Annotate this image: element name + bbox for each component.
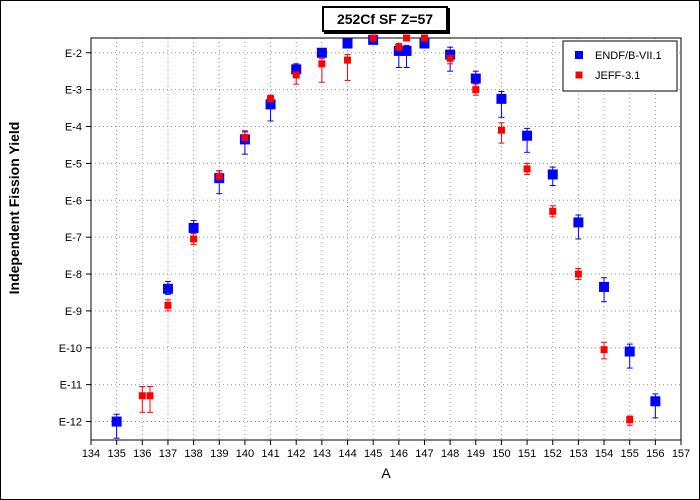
endf-point bbox=[650, 396, 661, 407]
endf-point bbox=[342, 38, 353, 49]
jeff-point bbox=[446, 54, 454, 62]
x-tick-label: 137 bbox=[159, 448, 177, 460]
x-tick-label: 135 bbox=[107, 448, 125, 460]
jeff-point bbox=[395, 43, 403, 51]
jeff-point bbox=[600, 346, 608, 354]
jeff-point bbox=[292, 71, 300, 79]
jeff-point bbox=[420, 34, 428, 42]
jeff-point bbox=[318, 60, 326, 68]
jeff-point bbox=[497, 126, 505, 134]
y-axis-label: Independent Fission Yield bbox=[6, 121, 22, 295]
endf-point bbox=[316, 47, 327, 58]
legend-box bbox=[562, 40, 678, 92]
x-tick-label: 141 bbox=[261, 448, 279, 460]
y-tick-label: E-9 bbox=[65, 306, 82, 318]
jeff-point bbox=[138, 392, 146, 400]
x-tick-label: 150 bbox=[492, 448, 510, 460]
chart-title-box: 252Cf SF Z=57 bbox=[322, 6, 448, 32]
endf-point bbox=[393, 45, 404, 56]
endf-point bbox=[111, 416, 122, 427]
y-tick-label: E-8 bbox=[65, 269, 82, 281]
x-tick-label: 155 bbox=[621, 448, 639, 460]
axes: 134 135 136 137 138 139 140 141 142 143 144 145 146 1… bbox=[59, 48, 690, 460]
jeff-point bbox=[164, 301, 172, 309]
jeff-point bbox=[215, 172, 223, 180]
endf-point bbox=[291, 64, 302, 75]
jeff-point bbox=[267, 95, 275, 103]
y-tick-label: E-5 bbox=[65, 158, 82, 170]
y-tick-label: E-3 bbox=[65, 85, 82, 97]
jeff-point bbox=[190, 235, 198, 243]
y-tick-label: E-12 bbox=[59, 417, 82, 429]
legend-label: JEFF-3.1 bbox=[595, 70, 640, 82]
x-tick-label: 152 bbox=[544, 448, 562, 460]
endf-point bbox=[265, 99, 276, 110]
endf-point bbox=[624, 346, 635, 357]
data-markers bbox=[111, 34, 661, 427]
jeff-point bbox=[344, 56, 352, 64]
endf-point bbox=[470, 73, 481, 84]
chart-title: 252Cf SF Z=57 bbox=[336, 11, 434, 27]
x-axis-label: A bbox=[381, 465, 391, 481]
x-tick-label: 139 bbox=[210, 448, 228, 460]
endf-point bbox=[445, 49, 456, 60]
jeff-point bbox=[146, 392, 154, 400]
legend-label: ENDF/B-VII.1 bbox=[595, 50, 662, 62]
endf-point bbox=[419, 38, 430, 49]
x-tick-label: 154 bbox=[595, 448, 613, 460]
jeff-point bbox=[574, 270, 582, 278]
x-tick-label: 153 bbox=[569, 448, 587, 460]
legend-swatch bbox=[575, 71, 583, 79]
y-tick-label: E-2 bbox=[65, 48, 82, 60]
endf-point bbox=[162, 283, 173, 294]
jeff-point bbox=[241, 134, 249, 142]
y-tick-label: E-6 bbox=[65, 195, 82, 207]
legend: ENDF/B-VII.1 JEFF-3.1 bbox=[562, 40, 678, 92]
x-tick-label: 134 bbox=[82, 448, 100, 460]
jeff-point bbox=[403, 34, 411, 42]
jeff-point bbox=[523, 165, 531, 173]
x-tick-label: 151 bbox=[518, 448, 536, 460]
endf-point bbox=[496, 93, 507, 104]
endf-point bbox=[573, 217, 584, 228]
endf-point bbox=[188, 222, 199, 233]
y-tick-label: E-11 bbox=[60, 380, 82, 392]
y-tick-label: E-10 bbox=[59, 343, 82, 355]
endf-point bbox=[599, 281, 610, 292]
x-tick-label: 136 bbox=[133, 448, 151, 460]
x-tick-label: 157 bbox=[672, 448, 690, 460]
jeff-point bbox=[549, 207, 557, 215]
endf-point bbox=[522, 130, 533, 141]
x-tick-label: 148 bbox=[441, 448, 459, 460]
jeff-point bbox=[369, 34, 377, 42]
x-tick-label: 145 bbox=[364, 448, 382, 460]
y-tick-label: E-7 bbox=[65, 232, 82, 244]
x-tick-label: 147 bbox=[415, 448, 433, 460]
x-tick-label: 143 bbox=[313, 448, 331, 460]
y-tick-label: E-4 bbox=[65, 122, 82, 134]
grid bbox=[91, 38, 681, 440]
jeff-point bbox=[472, 86, 480, 94]
x-tick-label: 146 bbox=[390, 448, 408, 460]
x-tick-label: 138 bbox=[184, 448, 202, 460]
x-tick-label: 149 bbox=[467, 448, 485, 460]
plot-area bbox=[90, 37, 682, 441]
x-tick-label: 156 bbox=[646, 448, 664, 460]
legend-swatch bbox=[575, 51, 583, 59]
endf-point bbox=[547, 169, 558, 180]
x-tick-label: 144 bbox=[338, 448, 356, 460]
x-tick-label: 140 bbox=[236, 448, 254, 460]
jeff-point bbox=[626, 416, 634, 424]
x-tick-label: 142 bbox=[287, 448, 305, 460]
endf-point bbox=[401, 45, 412, 56]
